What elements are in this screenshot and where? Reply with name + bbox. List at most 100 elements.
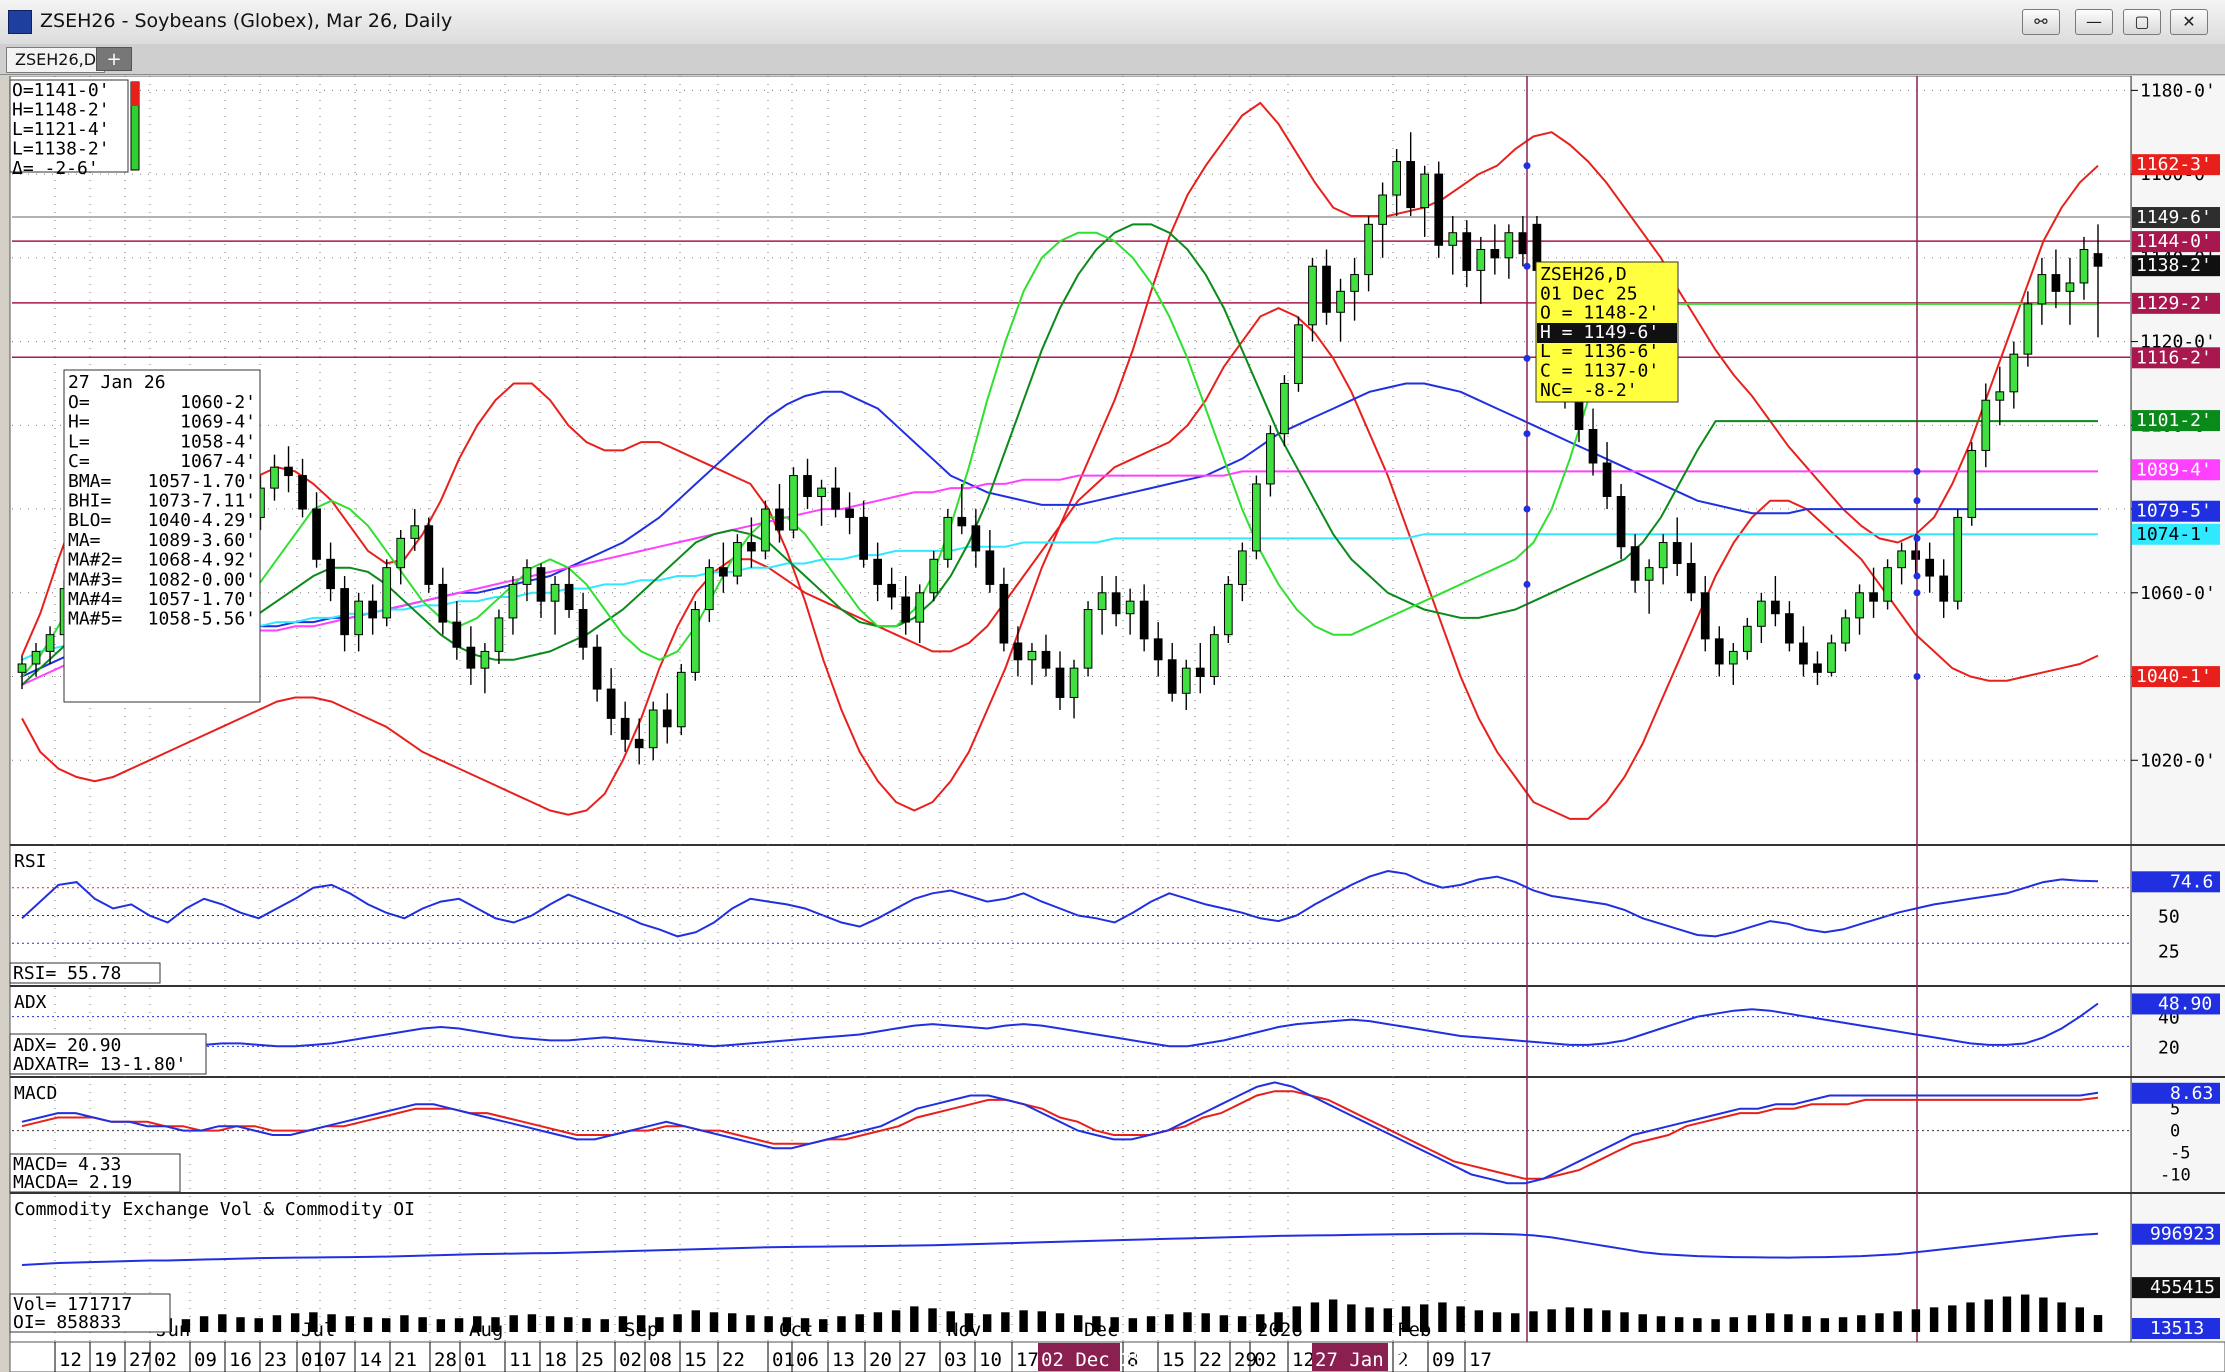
date-label: 02 xyxy=(154,1349,177,1371)
tooltip-line: O = 1148-2' xyxy=(1540,303,1659,324)
volume-bar xyxy=(345,1316,354,1332)
bar-info-key: O= xyxy=(68,392,90,413)
candle-body xyxy=(1518,232,1528,255)
candle-body xyxy=(1686,562,1696,594)
date-label: 08 xyxy=(649,1349,672,1371)
candle-body xyxy=(1658,542,1668,569)
maximize-button[interactable]: ▢ xyxy=(2123,9,2161,35)
candle-body xyxy=(1308,265,1317,326)
volume-bar xyxy=(509,1315,518,1332)
volume-bar xyxy=(254,1318,263,1332)
volume-bar xyxy=(1838,1317,1848,1332)
bar-info-value: 1058-5.56' xyxy=(148,609,256,630)
volume-bar xyxy=(1128,1318,1138,1332)
candle-body xyxy=(1616,495,1626,548)
volume-bar xyxy=(1693,1318,1702,1332)
candle-body xyxy=(620,717,630,740)
vol-tag-label: 455415 xyxy=(2150,1277,2215,1298)
date-label: 11 xyxy=(509,1349,532,1371)
date-label: 22 xyxy=(722,1349,745,1371)
volume-bar xyxy=(2039,1297,2048,1332)
adx-tag-label: 48.90 xyxy=(2158,993,2212,1014)
month-label: Aug xyxy=(469,1319,503,1341)
candle-body xyxy=(298,475,307,510)
candle-body xyxy=(1041,650,1051,669)
volume-bar xyxy=(982,1314,992,1332)
chart-canvas[interactable]: 1180-0'1160-0'1140-0'1120-0'1100-0'1080-… xyxy=(0,76,2225,1372)
macd-tag-label: 8.63 xyxy=(2170,1083,2213,1104)
add-tab-button[interactable]: + xyxy=(96,47,132,71)
volume-bar xyxy=(2020,1294,2030,1332)
cursor-marker xyxy=(1913,572,1921,580)
bar-info-key: BHI= xyxy=(68,491,112,512)
link-icon[interactable]: ⚯ xyxy=(2022,9,2060,35)
month-label: Sep xyxy=(624,1319,658,1341)
candle-body xyxy=(803,475,812,497)
readout-box xyxy=(9,962,161,984)
volume-bar xyxy=(2093,1315,2103,1332)
date-label: 02 xyxy=(619,1349,642,1371)
candle-body xyxy=(1237,550,1247,585)
bar-info-value: 1068-4.92' xyxy=(148,550,256,571)
volume-bar xyxy=(946,1311,955,1332)
volume-bar xyxy=(1383,1308,1392,1332)
date-label: 13 xyxy=(832,1349,855,1371)
month-label: 2026 xyxy=(1257,1319,1303,1341)
rsi-tick-label: 50 xyxy=(2158,907,2180,928)
candle-body xyxy=(1195,667,1205,678)
price-tick-label: 1060-0' xyxy=(2140,583,2216,604)
candle-body xyxy=(522,567,532,585)
price-tag-label: 1040-1' xyxy=(2136,666,2212,687)
volume-bar xyxy=(582,1318,591,1332)
price-tag-label: 1162-3' xyxy=(2136,154,2212,175)
volume-bar xyxy=(400,1315,409,1332)
volume-bar xyxy=(2002,1296,2012,1332)
candle-body xyxy=(831,487,840,510)
tooltip-line: L = 1136-6' xyxy=(1540,341,1659,362)
price-tag-label: 1116-2' xyxy=(2136,347,2212,368)
candle-body xyxy=(1448,232,1458,246)
ohlc-readout: O=1141-0' xyxy=(12,80,110,101)
minimize-button[interactable]: — xyxy=(2075,9,2113,35)
tab-zseh26[interactable]: ZSEH26,D xyxy=(6,47,106,73)
candle-body xyxy=(424,525,434,585)
candle-body xyxy=(1378,194,1387,225)
candle-body xyxy=(1406,161,1416,209)
price-tag xyxy=(2132,292,2220,314)
adx-tick-label: 20 xyxy=(2158,1037,2180,1058)
candle-body xyxy=(845,508,854,518)
price-tag xyxy=(2132,207,2220,229)
rsi-panel-title: RSI xyxy=(14,851,47,872)
date-label: 02 xyxy=(1254,1349,1277,1371)
date-label: 16 xyxy=(229,1349,252,1371)
bar-info-value: 1057-1.70' xyxy=(148,589,256,610)
volume-bar xyxy=(1529,1311,1538,1332)
candle-body xyxy=(676,671,686,728)
bar-info-key: MA#2= xyxy=(68,550,122,571)
bar-info-key: H= xyxy=(68,412,90,433)
bar-info-value: 1058-4' xyxy=(180,431,256,452)
candle-body xyxy=(1799,642,1808,665)
volume-bar xyxy=(891,1310,901,1332)
date-label: 03 xyxy=(944,1349,967,1371)
close-button[interactable]: ✕ xyxy=(2170,9,2208,35)
bar-info-value: 1060-2' xyxy=(180,392,256,413)
rsi-tag-label: 74.6 xyxy=(2170,871,2213,892)
candle-body xyxy=(718,567,728,577)
volume-bar xyxy=(709,1312,719,1332)
bar-info-key: MA#4= xyxy=(68,589,122,610)
volume-bar xyxy=(728,1313,737,1332)
candle-body xyxy=(1252,483,1261,552)
price-tag xyxy=(2132,523,2220,545)
volume-bar xyxy=(1256,1314,1265,1332)
candle-body xyxy=(382,567,392,619)
volume-bar xyxy=(1456,1306,1465,1332)
candle-body xyxy=(1771,600,1780,615)
date-highlight xyxy=(1312,1343,1388,1371)
rsi-tag xyxy=(2132,871,2220,893)
volume-bar xyxy=(1401,1306,1411,1332)
bar-info-value: 1069-4' xyxy=(180,412,256,433)
series-line-ma5 xyxy=(21,231,2098,678)
candle-body xyxy=(1785,613,1794,644)
candle-body xyxy=(1392,161,1402,196)
